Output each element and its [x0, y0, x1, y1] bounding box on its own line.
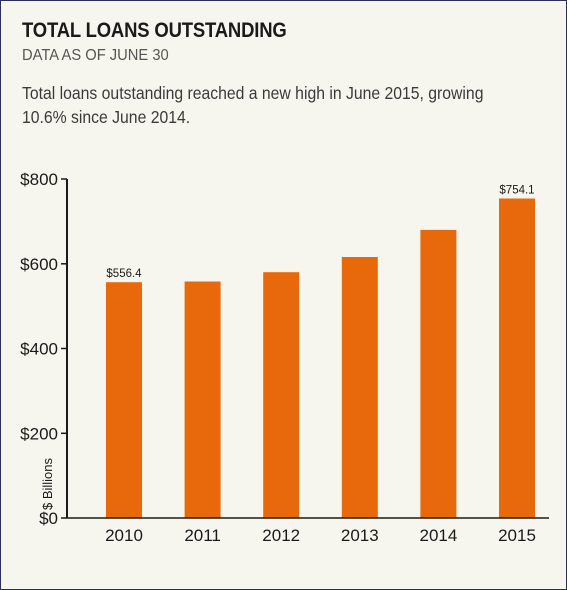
y-tick-label: $800: [20, 170, 58, 189]
bar-2015: [499, 198, 535, 518]
y-axis-label: $ Billions: [40, 457, 55, 510]
y-tick-label: $0: [39, 509, 58, 528]
bar-2012: [263, 272, 300, 518]
data-labels-group: $556.4 $754.1: [106, 185, 534, 281]
x-tick-label-2012: 2012: [262, 526, 300, 545]
x-tick-label-2013: 2013: [341, 526, 379, 545]
bar-2011: [184, 281, 221, 518]
x-axis: 2010 2011 2012 2013 2014 2015: [67, 517, 549, 545]
bar-2014: [420, 229, 457, 518]
y-tick-label: $400: [20, 340, 58, 359]
bars-group: [106, 198, 535, 518]
chart-subtitle: DATA AS OF JUNE 30: [22, 47, 169, 64]
y-tick-label: $600: [20, 255, 58, 274]
chart-description: Total loans outstanding reached a new hi…: [22, 83, 484, 127]
data-label-2010: $556.4: [106, 268, 142, 280]
x-tick-label-2010: 2010: [105, 526, 143, 545]
bar-2013: [341, 257, 378, 518]
x-tick-label-2014: 2014: [419, 526, 457, 545]
x-tick-label-2015: 2015: [498, 526, 536, 545]
bar-2010: [106, 282, 142, 518]
x-tick-label-2011: 2011: [184, 526, 221, 545]
y-axis: $0 $200 $400 $600 $800: [20, 170, 68, 528]
y-tick-label: $200: [20, 424, 58, 443]
chart-title: TOTAL LOANS OUTSTANDING: [22, 19, 287, 42]
data-label-2015: $754.1: [499, 185, 534, 197]
